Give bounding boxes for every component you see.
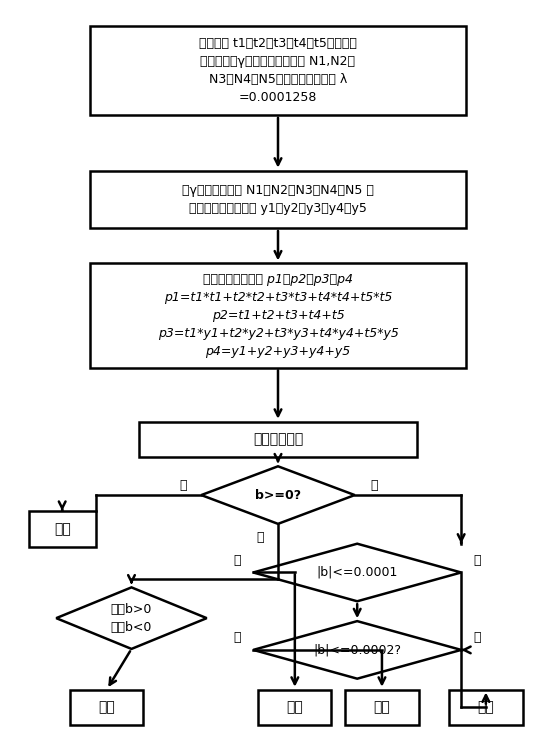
Text: b>=0?: b>=0? [255, 489, 301, 502]
Text: 拐点: 拐点 [98, 701, 115, 715]
Text: |b|<=0.0001: |b|<=0.0001 [316, 566, 398, 579]
Polygon shape [201, 467, 355, 524]
Text: 计算平衡系数: 计算平衡系数 [253, 432, 303, 447]
Bar [140, 421, 416, 458]
Text: 是: 是 [234, 554, 241, 567]
Text: 采用以下公式计算 p1、p2、p3、p4
p1=t1*t1+t2*t2+t3*t3+t4*t4+t5*t5
p2=t1+t2+t3+t4+t5
p3=t1*y1: 采用以下公式计算 p1、p2、p3、p4 p1=t1*t1+t2*t2+t3*t… [157, 273, 399, 358]
Text: 否: 否 [473, 632, 481, 644]
Text: 平衡: 平衡 [374, 701, 390, 715]
Bar [449, 690, 523, 725]
Bar [28, 511, 96, 547]
Text: 否: 否 [473, 554, 481, 567]
Text: 否: 否 [371, 478, 378, 492]
Text: 是: 是 [180, 478, 187, 492]
Text: 贫氡: 贫氡 [286, 701, 303, 715]
Bar [90, 25, 466, 115]
Text: 对γ能谱总计数值 N1、N2、N3、N4、N5 分
别求自然对数，得到 y1、y2、y3、y4、y5: 对γ能谱总计数值 N1、N2、N3、N4、N5 分 别求自然对数，得到 y1、y… [182, 184, 374, 215]
Text: 是: 是 [234, 632, 241, 644]
Text: 设系统在 t1、t2、t3、t4、t5连续时间
段中采集的γ能谱总计数分别为 N1,N2、
N3、N4、N5，氡的衰变常数为 λ
=0.0001258: 设系统在 t1、t2、t3、t4、t5连续时间 段中采集的γ能谱总计数分别为 N… [199, 36, 357, 104]
Bar [90, 170, 466, 228]
Text: |b|<=0.0002?: |b|<=0.0002? [313, 643, 401, 656]
Polygon shape [56, 588, 207, 649]
Text: 前次b>0
本次b<0: 前次b>0 本次b<0 [111, 603, 152, 634]
Bar [258, 690, 331, 725]
Polygon shape [253, 621, 461, 678]
Bar [345, 690, 419, 725]
Bar [90, 263, 466, 368]
Text: 否: 否 [256, 531, 264, 545]
Bar [70, 690, 143, 725]
Polygon shape [253, 544, 461, 601]
Text: 漏氡: 漏氡 [478, 701, 494, 715]
Text: 富氡: 富氡 [54, 522, 71, 536]
